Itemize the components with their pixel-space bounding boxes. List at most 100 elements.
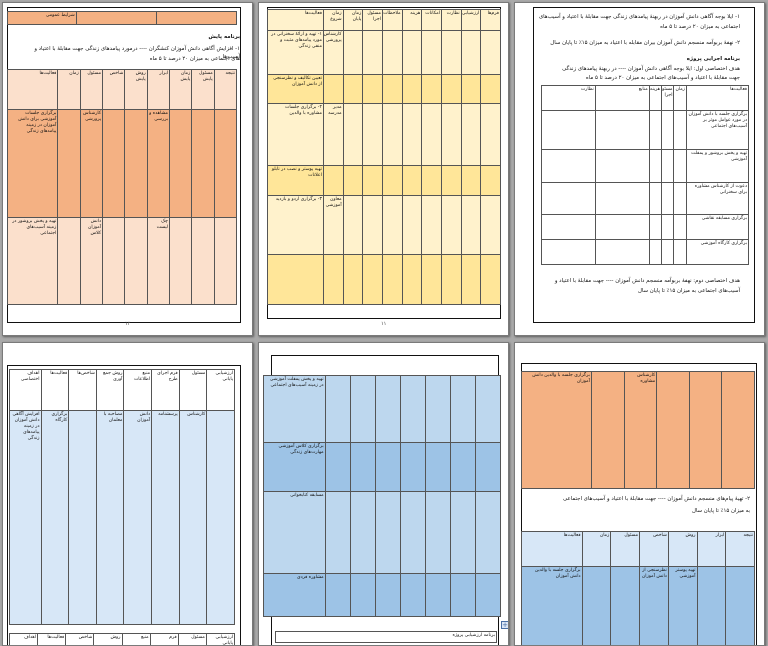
table-header: نظارت [440,9,462,31]
table-header: فعالیت‌ها [40,369,70,411]
table-header: شاخص [102,69,126,110]
table-cell: تهیه و پخش پمفلت آموزشی در زمینه آسیب‌ها… [263,374,326,444]
table-cell: تهیه پوستر و نصب در تابلو اعلانات [267,165,324,196]
goal-line: آسیب‌های اجتماعی به میزان ۱۵٪ تا پایان س… [637,288,740,294]
table-header: فعالیت‌ها [6,69,59,110]
orange-monitoring-table: نتیجه مسئول پایش زمان پایش ابزار روش پای… [6,69,238,305]
table-cell: تهیه و پخش بروشور در زمینه آسیب‌های اجتم… [6,217,59,305]
table-cell: مشاوره فردی [263,572,326,618]
table-cell: برگزاری کارگاه [40,409,70,626]
page-border [7,365,241,645]
table-cell: تعیین تکالیف و نظرسنجی از دانش آموزان [267,73,324,105]
table-cell: برگزاری جلسه با دانش آموزان در مورد عوام… [685,110,750,151]
page-border [521,363,757,645]
goal-line: اجتماعی به میزان ۲۰ درصد تا ۵ ماه [660,24,740,30]
footer-table: ارزشیابی پایانی مسئول فرم منبع روش شاخص … [8,633,236,645]
table-header: فعالیت‌ها [37,633,67,645]
table-header: ارزشیابی پایانی [206,369,235,411]
table-header: منابع [594,84,650,112]
table-header: مسئول پایش [191,69,215,110]
footer-title-box: برنامه ارزشیابی پروژه [275,631,497,643]
document-page-6[interactable]: کارشناس مشاوره برگزاری جلسه با والدین دا… [514,342,765,646]
table-cell: نظرسنجی از دانش آموزان [639,565,669,645]
table-header: فعالیت‌ها [521,531,583,567]
table-cell: مشاهده و بررسی [146,108,171,219]
table-cell: دانش آموزان [123,409,153,626]
table-header: مسئول [178,369,208,411]
table-cell: مدیر مدرسه [322,103,344,167]
table-cell: افزایش آگاهی دانش آموزان در زمینه پیامده… [9,409,42,626]
table-cell: کارشناس پرورشی [79,108,104,219]
table-cell: کارشناس مشاوره [623,371,658,489]
table-header: نتیجه [213,69,238,110]
table-header: زمان شروع [322,9,344,31]
table-header: ارزشیابی [460,9,482,31]
goal-line: های اجتماعی به میزان ۲۰ درصد تا ۵ ماه [149,56,240,62]
table-header: هزینه [401,9,423,31]
table-cell: کارشناس [178,409,208,626]
blue-goal-table: نتیجه ابزار روش شاخص مسئول زمان فعالیت‌ه… [521,531,755,645]
table-header: نتیجه [725,531,755,567]
table-header: مسئول اجرا [362,9,383,31]
execution-table: فعالیت‌ها زمان مسئول اجرا هزینه منابع نظ… [541,84,750,266]
table-cell: تهیه و پخش بروشور و پمفلت آموزشی [685,149,750,183]
document-page-1[interactable]: ۱- ایلا بوجه آگاهی دانش آموزان در ربهنهٔ… [514,2,765,336]
blue-activity-table: تهیه و پخش پمفلت آموزشی در زمینه آسیب‌ها… [263,374,502,618]
document-page-2[interactable]: فرم‌ها ارزشیابی نظارت امکانات هزینه ملاح… [258,2,509,336]
table-header: روش جمع آوری [95,369,125,411]
table-cell: ۱- تهیه و ارائهٔ سخنرانی در مورد پیامدها… [267,29,324,75]
document-page-4[interactable]: ارزشیابی پایانی مسئول فرم اجرای طرح منبع… [2,342,253,646]
document-page-5[interactable]: تهیه و پخش پمفلت آموزشی در زمینه آسیب‌ها… [258,342,509,646]
table-header: ابزار [146,69,171,110]
table-cell: برگزاری جلسات آموزشی برای دانش آموزان در… [6,108,59,219]
table-header: ابزار [696,531,727,567]
table-cell: برگزاری کارگاه آموزشی [685,238,750,266]
table-cell: پرسشنامه [151,409,180,626]
table-header: زمان پایش [169,69,193,110]
table-cell: دعوت از کارشناس مشاوره برای سخنرانی [685,181,750,215]
goal-line: جهت مقابلهٔ با اعتیاد و آسیب‌های اجتماعی… [585,75,740,81]
table-header: روش پایش [124,69,148,110]
section-title: برنامه اجرایی پروژه [686,56,740,62]
table-header: مسئول [79,69,104,110]
table-header: زمان پایان [342,9,364,31]
table-header: منبع اطلاعات [123,369,153,411]
page-border [533,7,755,323]
table-header: اهداف [8,633,39,645]
document-page-3[interactable]: شرایط عمومی برنامه پایش ۱- افزایش آگاهی … [2,2,253,336]
table-header: شاخص‌ها [68,369,97,411]
goal-line: به میزان ۱۵٪ تا پایان سال [691,508,750,514]
table-header: امکانات [421,9,442,31]
table-cell: معاون آموزشی [322,194,344,255]
table-cell: تهیه پوستر آموزشی [667,565,698,645]
resize-handle-icon[interactable]: + [501,621,508,629]
goal-line: هدف اختصاصی اول: ایلا بوجه آگاهی دانش آم… [562,66,740,72]
table-header: فرم اجرای طرح [151,369,180,411]
goal-line: ۱- ایلا بوجه آگاهی دانش آموزان در ربهنهٔ… [538,14,740,20]
footer-title: برنامه ارزشیابی پروژه [275,631,497,643]
table-header: ملاحظات [381,9,403,31]
table-cell: برگزاری جلسه با والدین دانش آموزان [521,565,583,645]
table-cell: برگزاری جلسه با والدین دانش آموزان [521,371,592,489]
table-header: زمان [581,531,612,567]
table-cell: چک لیست [146,217,171,305]
table-header: هزینه [648,84,663,112]
table-header: اهداف اختصاصی [9,369,42,411]
table-header: فعالیت‌ها [267,9,324,31]
goal-line: ۱- افزایش آگاهی دانش آموزان کنشگران ----… [34,46,240,60]
table-header: روش [667,531,698,567]
section-title: برنامه پایش [208,34,240,40]
table-cell: مصاحبه با معلمان [95,409,125,626]
goal-line: هدف اختصاصی دوم: نهفهٔ بربوآمه منسجم دان… [554,278,740,284]
table-cell: دانش آموزان کلاس [79,217,104,305]
table-header: مسئول [177,633,207,645]
header-title: شرایط عمومی [7,11,77,25]
table-header: ارزشیابی پایانی [205,633,236,645]
goal-line: ۲- نهفهٔ بربوآمه منسجم دانش آموزان بیران… [550,40,740,46]
table-header: فعالیت‌ها [685,84,750,112]
goal-line: ۲- تهیهٔ پیام‌های منسجم دانش آموزان ----… [563,496,750,502]
yellow-activity-table: فرم‌ها ارزشیابی نظارت امکانات هزینه ملاح… [267,9,501,306]
table-header: مسئول اجرا [661,84,675,112]
table-cell: برگزاری کلاس آموزشی مهارت‌های زندگی [263,442,326,492]
table-header: مسئول [610,531,641,567]
